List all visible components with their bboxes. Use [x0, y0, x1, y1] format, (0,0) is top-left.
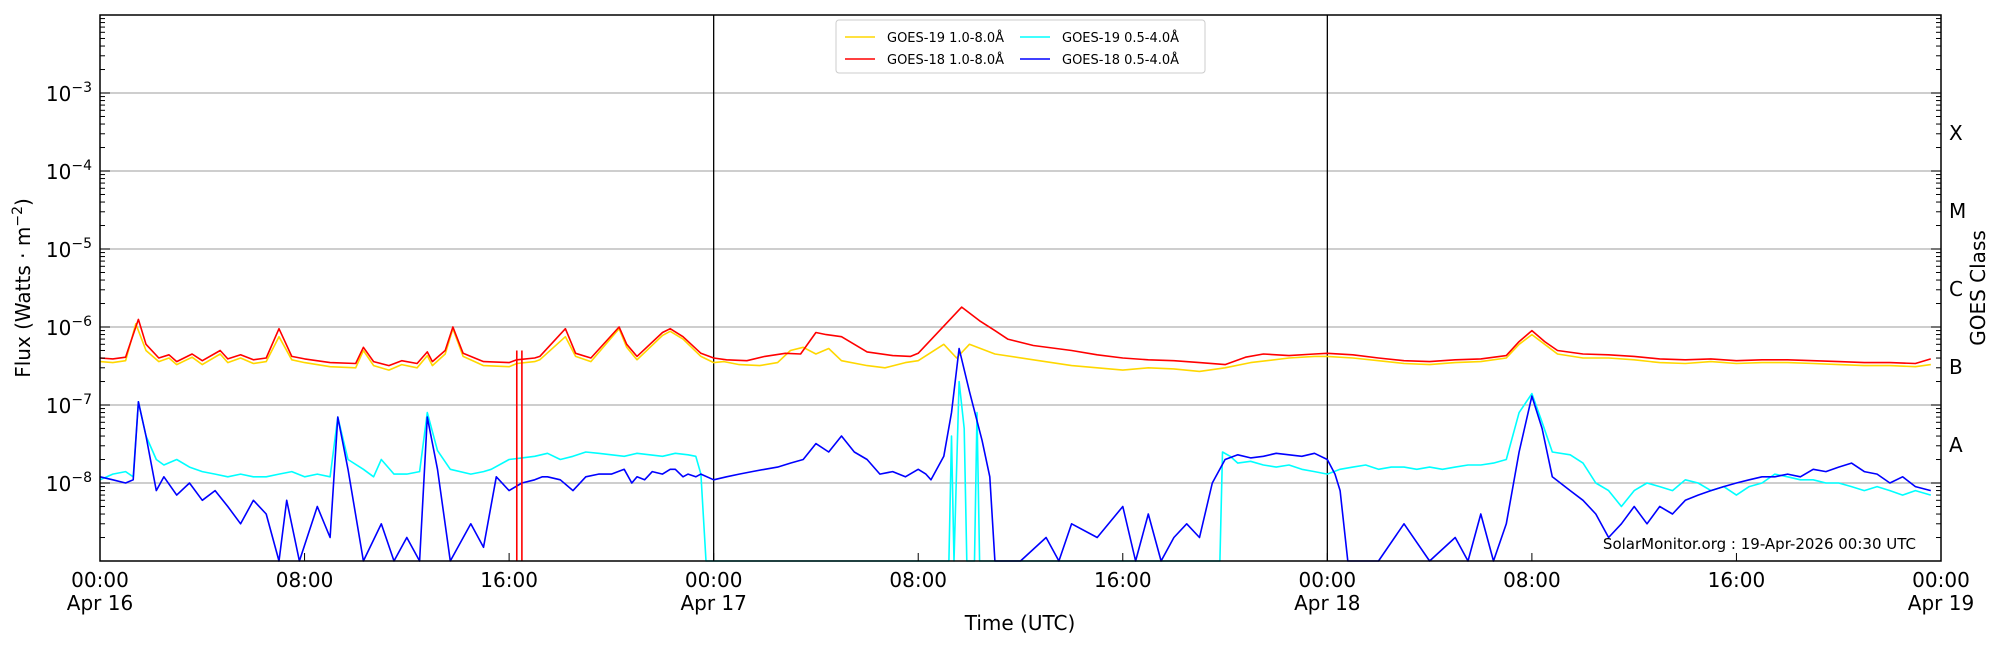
- legend-label: GOES-19 1.0-8.0Å: [887, 30, 1004, 46]
- x-tick-label: 08:00: [1503, 568, 1561, 592]
- y-tick-label: 10−3: [46, 80, 92, 106]
- goes-class-label: X: [1949, 121, 1963, 145]
- x-tick-label: 16:00: [1094, 568, 1152, 592]
- grid-lines: [100, 92, 1941, 484]
- y-tick-label: 10−6: [46, 314, 92, 340]
- series-line: [99, 347, 1932, 562]
- legend: GOES-19 1.0-8.0Å GOES-18 1.0-8.0Å GOES-19 …: [835, 19, 1206, 74]
- plot-frame: [99, 14, 1942, 562]
- x-tick-date-label: Apr 16: [67, 591, 133, 615]
- legend-label: GOES-19 0.5-4.0Å: [1062, 30, 1179, 46]
- data-series: [99, 306, 1932, 562]
- goes-class-label: M: [1949, 199, 1966, 223]
- y-axis-title: Flux (Watts · m−2): [10, 198, 35, 378]
- series-line: [99, 306, 1932, 367]
- x-tick-label: 00:00: [685, 568, 743, 592]
- goes-class-label: A: [1949, 433, 1963, 457]
- x-tick-label: 16:00: [1708, 568, 1766, 592]
- y-tick-label: 10−5: [46, 236, 92, 262]
- goes-class-labels: X M C B A: [1949, 121, 1966, 457]
- y-tick-label: 10−7: [46, 392, 92, 418]
- x-tick-date-label: Apr 18: [1294, 591, 1360, 615]
- x-tick-label: 16:00: [480, 568, 538, 592]
- x-tick-label: 08:00: [889, 568, 947, 592]
- y-tick-label: 10−4: [46, 158, 92, 184]
- legend-box: [835, 19, 1206, 74]
- x-tick-label: 00:00: [71, 568, 129, 592]
- legend-label: GOES-18 0.5-4.0Å: [1062, 52, 1179, 68]
- y-tick-label: 10−8: [46, 470, 92, 496]
- goes-class-label: C: [1949, 277, 1963, 301]
- x-tick-date-label: Apr 17: [680, 591, 746, 615]
- x-tick-label: 00:00: [1299, 568, 1357, 592]
- goes-class-label: B: [1949, 355, 1963, 379]
- day-separator-lines: [713, 15, 1328, 561]
- x-tick-label: 00:00: [1912, 568, 1970, 592]
- legend-label: GOES-18 1.0-8.0Å: [887, 52, 1004, 68]
- x-axis-title: Time (UTC): [964, 611, 1076, 635]
- right-axis-title: GOES Class: [1966, 230, 1990, 346]
- series-line: [99, 322, 1931, 373]
- y-axis-ticks: 10−3 10−4 10−5 10−6 10−7 10−8: [46, 18, 1941, 562]
- x-tick-label: 08:00: [276, 568, 334, 592]
- source-annotation: SolarMonitor.org : 19-Apr-2026 00:30 UTC: [1603, 535, 1916, 553]
- x-tick-date-label: Apr 19: [1908, 591, 1974, 615]
